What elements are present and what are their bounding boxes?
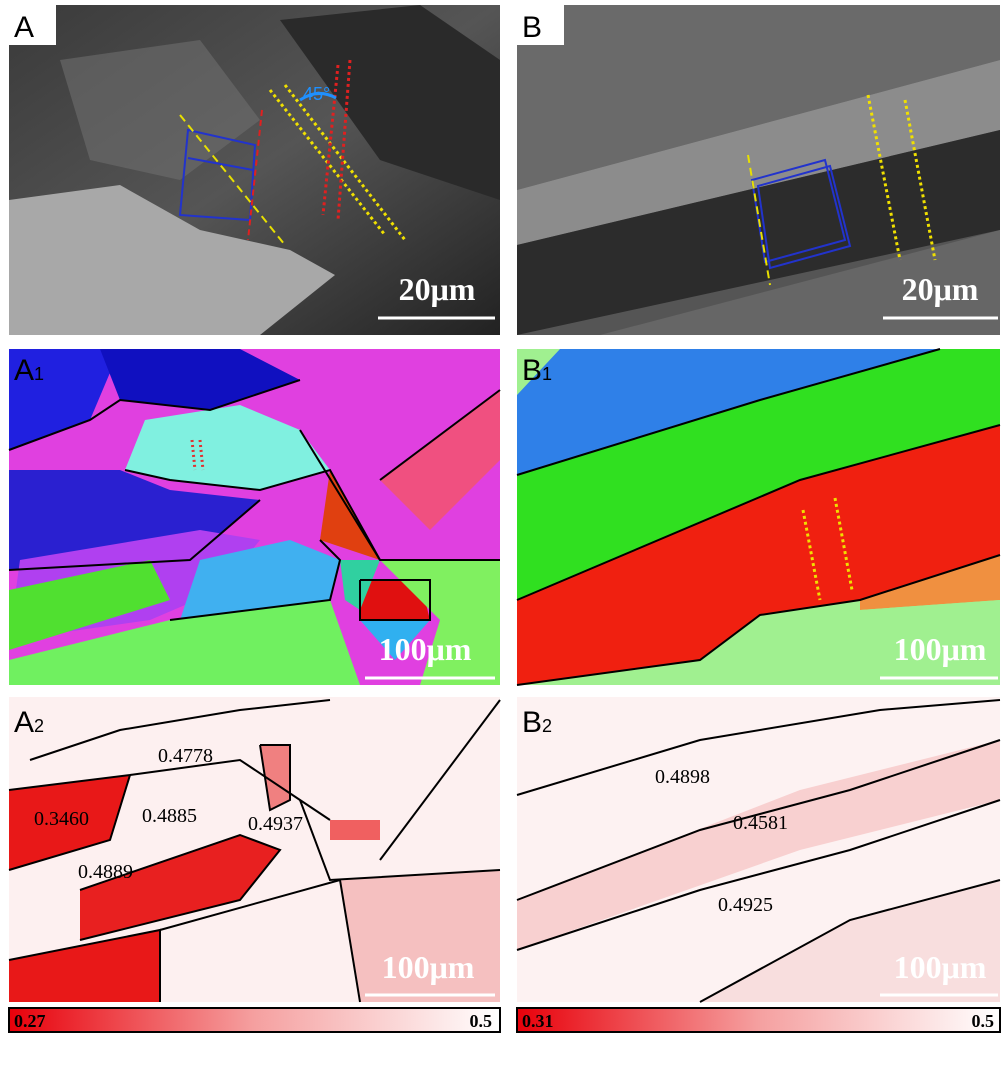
figure: 45° A 20μm B 20μm A1 100μm B1 100μm A2 0… bbox=[0, 0, 1001, 1066]
scale-bar-label: 100μm bbox=[894, 631, 987, 667]
scale-bar-label: 20μm bbox=[399, 271, 476, 307]
colorbar-min: 0.31 bbox=[522, 1011, 554, 1031]
value-label: 0.4885 bbox=[142, 805, 197, 827]
colorbar-a: 0.27 0.5 bbox=[9, 1008, 500, 1032]
angle-label: 45° bbox=[303, 84, 330, 104]
colorbar-min: 0.27 bbox=[14, 1011, 46, 1031]
scale-bar-label: 100μm bbox=[379, 631, 472, 667]
value-label: 0.4898 bbox=[655, 766, 710, 788]
panel-label: B bbox=[522, 11, 542, 44]
scale-bar-label: 20μm bbox=[902, 271, 979, 307]
panel-a2: A2 0.4778 0.3460 0.4885 0.4937 0.4889 10… bbox=[9, 697, 500, 1002]
value-label: 0.4889 bbox=[78, 861, 133, 883]
colorbar-max: 0.5 bbox=[470, 1011, 493, 1031]
scale-bar-label: 100μm bbox=[382, 949, 475, 985]
value-label: 0.4581 bbox=[733, 812, 788, 834]
value-label: 0.3460 bbox=[34, 808, 89, 830]
scale-bar-label: 100μm bbox=[894, 949, 987, 985]
value-label: 0.4925 bbox=[718, 894, 773, 916]
panel-b2: B2 0.4898 0.4581 0.4925 100μm bbox=[517, 697, 1000, 1002]
colorbar-b: 0.31 0.5 bbox=[517, 1008, 1000, 1032]
panel-b1: B1 100μm bbox=[517, 349, 1000, 685]
panel-a1: A1 100μm bbox=[9, 349, 500, 685]
panel-a: 45° A 20μm bbox=[9, 5, 500, 335]
colorbar-max: 0.5 bbox=[972, 1011, 995, 1031]
value-label: 0.4778 bbox=[158, 745, 213, 767]
panel-b: B 20μm bbox=[517, 5, 1000, 335]
panel-label: A bbox=[14, 11, 34, 44]
value-label: 0.4937 bbox=[248, 813, 303, 835]
